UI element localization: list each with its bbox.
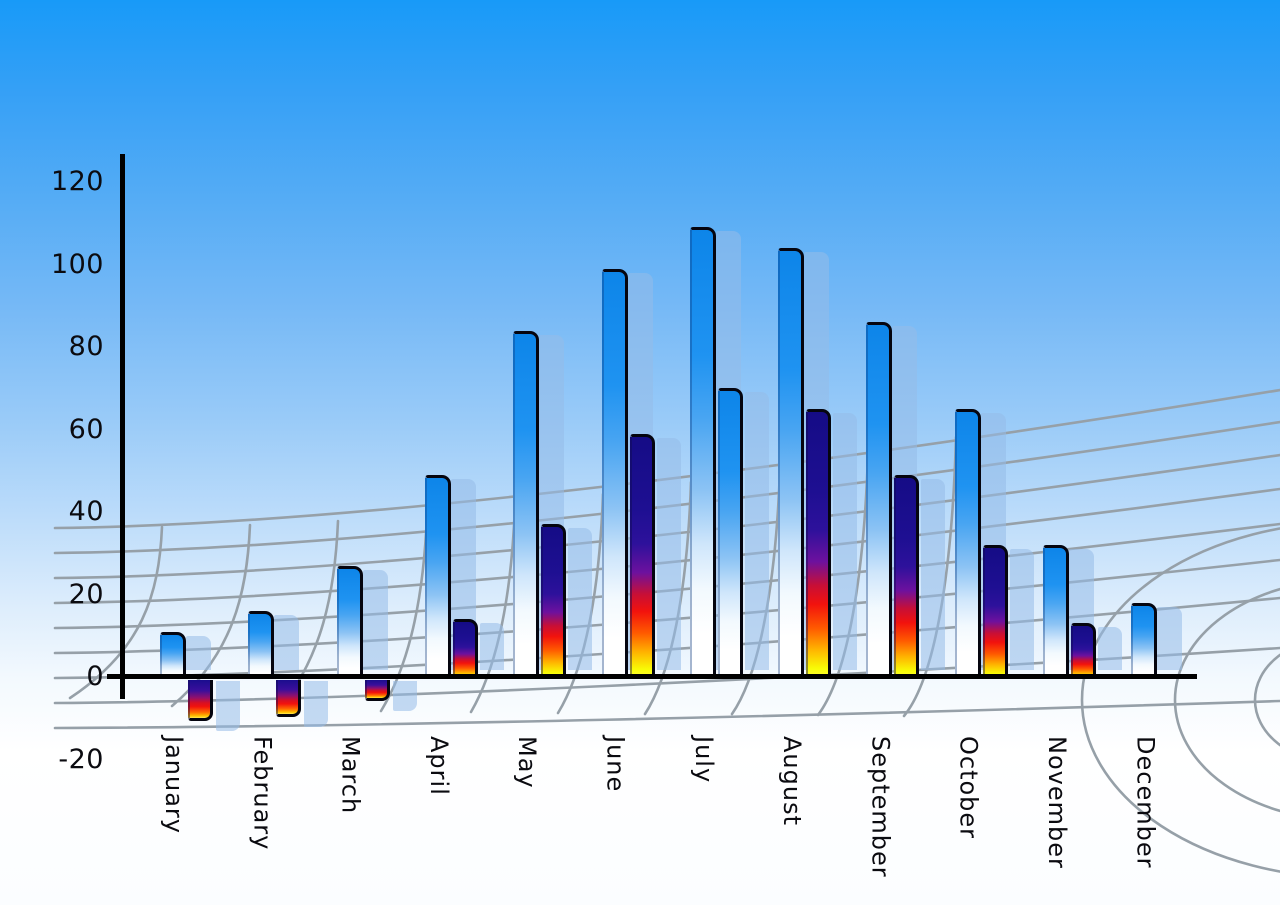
shadow-october-secondary bbox=[1009, 549, 1034, 670]
x-axis-line bbox=[107, 674, 1197, 679]
bar-november-secondary bbox=[1071, 623, 1096, 679]
y-axis-tick-label-120: 120 bbox=[50, 166, 104, 197]
bar-september-primary bbox=[866, 322, 893, 679]
y-axis-tick-label--20: -20 bbox=[58, 743, 104, 775]
bar-october-primary bbox=[954, 408, 981, 679]
month-label-october: October bbox=[954, 736, 983, 840]
bar-august-secondary bbox=[806, 408, 832, 679]
bar-april-primary bbox=[424, 474, 451, 679]
month-label-august: August bbox=[778, 736, 807, 826]
shadow-september-secondary bbox=[921, 478, 946, 670]
y-axis-tick-label-60: 60 bbox=[68, 413, 104, 445]
y-axis-tick-label-40: 40 bbox=[68, 496, 104, 527]
shadow-february-secondary bbox=[304, 681, 329, 728]
bar-december-primary bbox=[1131, 602, 1158, 679]
y-axis-line bbox=[120, 154, 125, 699]
bar-january-primary bbox=[160, 631, 186, 679]
month-label-june: June bbox=[601, 736, 630, 793]
bar-may-secondary bbox=[541, 524, 567, 679]
shadow-august-secondary bbox=[833, 412, 858, 670]
bar-may-primary bbox=[513, 330, 540, 679]
month-label-january: January bbox=[160, 736, 188, 834]
shadow-march-secondary bbox=[392, 681, 417, 711]
bar-september-secondary bbox=[894, 474, 920, 679]
y-axis-tick-label-100: 100 bbox=[50, 248, 104, 280]
bar-february-secondary bbox=[276, 680, 302, 718]
y-axis-tick-label-0: 0 bbox=[86, 661, 104, 692]
bar-april-secondary bbox=[452, 619, 478, 679]
month-label-may: May bbox=[513, 736, 542, 789]
bar-july-secondary bbox=[717, 388, 743, 679]
shadow-december-primary bbox=[1157, 606, 1183, 670]
y-axis-tick-label-80: 80 bbox=[68, 331, 104, 362]
bar-january-secondary bbox=[188, 680, 213, 722]
y-axis-tick-label-20: 20 bbox=[68, 578, 104, 610]
month-label-december: December bbox=[1131, 736, 1160, 869]
bar-november-primary bbox=[1043, 545, 1069, 679]
month-label-september: September bbox=[866, 736, 895, 878]
month-label-february: February bbox=[248, 736, 277, 851]
shadow-may-secondary bbox=[568, 528, 593, 670]
bar-march-primary bbox=[336, 565, 363, 679]
shadow-june-secondary bbox=[656, 437, 681, 670]
shadow-january-secondary bbox=[216, 681, 240, 732]
month-label-march: March bbox=[336, 736, 365, 815]
shadow-february-primary bbox=[274, 615, 300, 670]
bar-october-secondary bbox=[982, 545, 1008, 679]
shadow-january-primary bbox=[186, 635, 211, 670]
shadow-march-primary bbox=[362, 569, 388, 670]
shadow-april-secondary bbox=[479, 623, 504, 670]
month-label-november: November bbox=[1043, 736, 1071, 869]
shadow-july-secondary bbox=[744, 392, 769, 670]
shadow-november-secondary bbox=[1098, 627, 1122, 670]
bar-march-secondary bbox=[364, 680, 390, 701]
bar-february-primary bbox=[248, 611, 275, 679]
month-label-april: April bbox=[424, 736, 453, 796]
bar-june-secondary bbox=[629, 433, 655, 679]
bar-july-primary bbox=[689, 227, 716, 679]
bar-august-primary bbox=[778, 248, 805, 679]
bar-june-primary bbox=[601, 268, 628, 679]
month-label-july: July bbox=[689, 736, 718, 784]
